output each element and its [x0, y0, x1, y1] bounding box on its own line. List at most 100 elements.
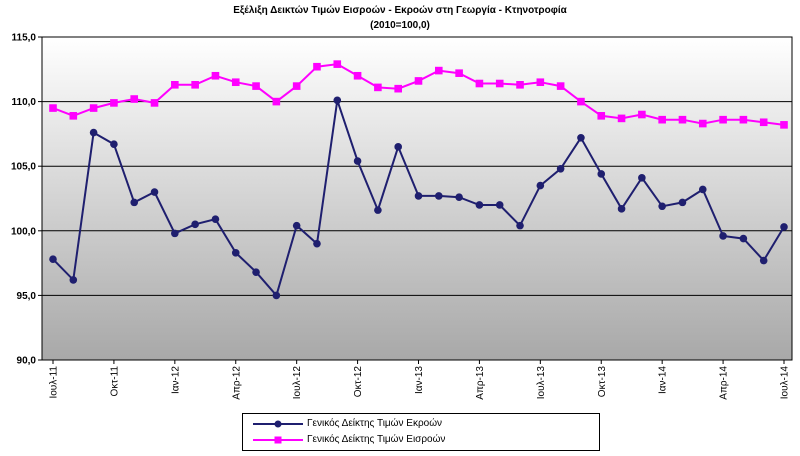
legend-label-outputs: Γενικός Δείκτης Τιμών Εκροών — [307, 418, 442, 429]
data-point — [292, 221, 301, 230]
data-point — [130, 198, 139, 207]
data-point — [455, 69, 463, 77]
y-tick-label: 110,0 — [12, 97, 37, 108]
data-point — [272, 291, 281, 300]
data-point — [698, 185, 707, 194]
series-inputs — [49, 60, 788, 129]
data-point — [719, 115, 727, 124]
data-point — [89, 104, 98, 112]
x-axis-ticks: Ιουλ-11 Οκτ-11 Ιαν-12 Απρ-12 Ιουλ-12 Οκτ-12 Ια… — [49, 360, 791, 400]
data-point — [394, 84, 402, 93]
data-point — [252, 268, 260, 276]
data-point — [313, 62, 321, 71]
data-point — [333, 60, 342, 68]
data-point — [475, 201, 484, 209]
data-point — [759, 118, 768, 127]
data-point — [211, 71, 220, 80]
x-tick-label: Ιαν-14 — [658, 366, 669, 394]
data-point — [374, 206, 382, 214]
data-point — [577, 97, 585, 106]
data-point — [252, 82, 260, 90]
data-point — [658, 115, 666, 124]
data-point — [191, 81, 199, 89]
data-point — [759, 256, 768, 265]
x-tick-label: Ιουλ-11 — [49, 366, 60, 399]
data-point — [272, 97, 281, 106]
data-point — [658, 202, 666, 211]
y-tick-label: 115,0 — [12, 33, 37, 44]
x-tick-label: Ιαν-12 — [170, 366, 181, 394]
data-point — [556, 164, 565, 173]
data-point — [780, 121, 788, 129]
data-point — [191, 220, 199, 229]
data-point — [414, 77, 423, 85]
data-point — [678, 115, 687, 124]
y-tick-label: 95,0 — [17, 291, 37, 302]
x-tick-label: Απρ-14 — [719, 366, 730, 400]
data-point — [353, 71, 362, 80]
data-point — [292, 82, 301, 90]
data-point — [516, 81, 524, 89]
data-point — [698, 119, 707, 128]
data-point — [231, 248, 240, 257]
data-point — [780, 223, 788, 231]
legend-item-inputs: Γενικός Δείκτης Τιμών Εισροών — [243, 433, 599, 449]
data-point — [495, 201, 504, 209]
data-point — [89, 128, 98, 137]
data-point — [333, 96, 342, 105]
chart-subtitle: (2010=100,0) — [370, 20, 430, 31]
x-tick-label: Οκτ-12 — [353, 366, 364, 398]
data-point — [678, 198, 687, 207]
data-point — [719, 232, 727, 240]
data-point — [617, 205, 626, 213]
x-tick-label: Ιαν-13 — [414, 366, 425, 394]
x-tick-label: Απρ-12 — [231, 366, 242, 400]
data-point — [638, 174, 646, 182]
data-point — [495, 79, 504, 88]
data-point — [374, 83, 382, 92]
data-point — [49, 255, 57, 264]
grid-lines — [42, 101, 792, 296]
data-point — [130, 95, 139, 103]
legend-marker-outputs — [253, 420, 303, 428]
y-tick-label: 90,0 — [17, 356, 37, 367]
y-tick-label: 100,0 — [11, 226, 36, 237]
legend-marker-inputs — [253, 436, 303, 444]
x-tick-label: Ιουλ-12 — [292, 366, 303, 400]
data-point — [211, 215, 220, 223]
data-point — [597, 112, 606, 120]
data-point — [475, 79, 484, 88]
data-point — [536, 78, 545, 87]
data-point — [171, 81, 179, 89]
data-point — [739, 234, 748, 243]
data-point — [597, 170, 606, 178]
x-tick-label: Ιουλ-14 — [780, 366, 791, 400]
data-point — [516, 221, 524, 230]
legend-item-outputs: Γενικός Δείκτης Τιμών Εκροών — [243, 417, 599, 433]
legend: Γενικός Δείκτης Τιμών Εκροών Γενικός Δεί… — [242, 413, 600, 451]
series-outputs — [49, 96, 788, 300]
data-point — [49, 104, 57, 112]
data-point — [150, 99, 159, 107]
y-tick-label: 105,0 — [11, 162, 36, 173]
y-axis-ticks: 90,0 95,0 100,0 105,0 110,0 115,0 — [11, 33, 42, 367]
data-point — [435, 192, 443, 200]
data-point — [455, 193, 463, 202]
data-point — [69, 112, 78, 120]
data-point — [435, 66, 443, 75]
data-point — [171, 229, 179, 238]
data-point — [739, 115, 748, 124]
data-point — [110, 140, 118, 149]
data-point — [313, 239, 321, 248]
data-point — [353, 157, 362, 165]
data-point — [231, 78, 240, 87]
x-tick-label: Οκτ-11 — [109, 366, 120, 397]
data-point — [617, 114, 626, 123]
chart-title: Εξέλιξη Δεικτών Τιμών Εισροών - Εκροών σ… — [233, 5, 567, 16]
data-point — [394, 143, 402, 151]
data-point — [69, 276, 78, 284]
data-point — [110, 99, 118, 107]
series-layer — [49, 60, 788, 300]
data-point — [577, 133, 585, 142]
